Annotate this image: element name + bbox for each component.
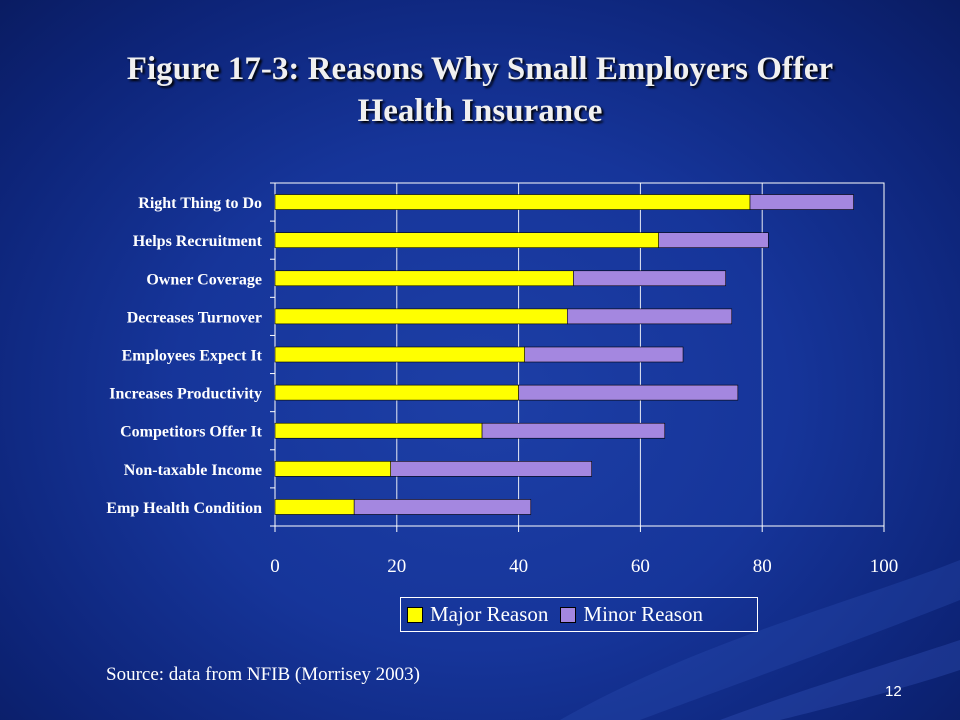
title-line-2: Health Insurance (357, 93, 603, 129)
source-note: Source: data from NFIB (Morrisey 2003) (106, 664, 420, 685)
bar-minor (749, 194, 854, 210)
category-label: Right Thing to Do (138, 195, 262, 212)
bar-major (274, 422, 483, 439)
x-tick-label: 60 (631, 556, 650, 577)
bar-major (274, 270, 574, 287)
slide-title: Figure 17-3: Reasons Why Small Employers… (60, 48, 900, 132)
bar-major (274, 384, 519, 401)
legend-label-major: Major Reason (430, 602, 549, 626)
bar-minor (567, 308, 733, 325)
bar-minor (658, 232, 769, 248)
bar-major (274, 194, 751, 210)
title-line-1: Figure 17-3: Reasons Why Small Employers… (126, 51, 834, 87)
x-tick-label: 40 (509, 556, 528, 577)
bar-major (274, 308, 568, 325)
category-label: Increases Productivity (109, 386, 262, 403)
legend-swatch-minor (560, 606, 577, 623)
bar-minor (481, 422, 666, 439)
legend-item-major: Major Reason (407, 602, 548, 627)
category-label: Emp Health Condition (106, 500, 262, 517)
legend-swatch-major (407, 606, 423, 623)
category-label: Decreases Turnover (127, 309, 262, 326)
x-tick-label: 0 (270, 556, 280, 577)
bar-minor (390, 461, 592, 477)
category-label: Employees Expect It (122, 348, 263, 365)
slide-number: 12 (885, 683, 902, 700)
bar-minor (518, 384, 739, 401)
chart-legend: Major Reason Minor Reason (400, 597, 758, 632)
legend-label-minor: Minor Reason (583, 602, 703, 626)
category-label: Helps Recruitment (133, 233, 263, 250)
bar-major (274, 346, 525, 363)
x-tick-label: 100 (870, 556, 899, 577)
bar-major (274, 232, 659, 248)
x-tick-label: 20 (387, 556, 406, 577)
bar-major (274, 499, 355, 515)
category-label: Competitors Offer It (120, 424, 263, 441)
category-label: Owner Coverage (146, 271, 262, 288)
bar-minor (353, 499, 532, 515)
bar-minor (524, 346, 684, 363)
category-label: Non-taxable Income (124, 462, 262, 479)
bar-minor (573, 270, 726, 287)
legend-item-minor: Minor Reason (560, 602, 703, 627)
bar-major (274, 461, 392, 477)
x-tick-label: 80 (753, 556, 772, 577)
